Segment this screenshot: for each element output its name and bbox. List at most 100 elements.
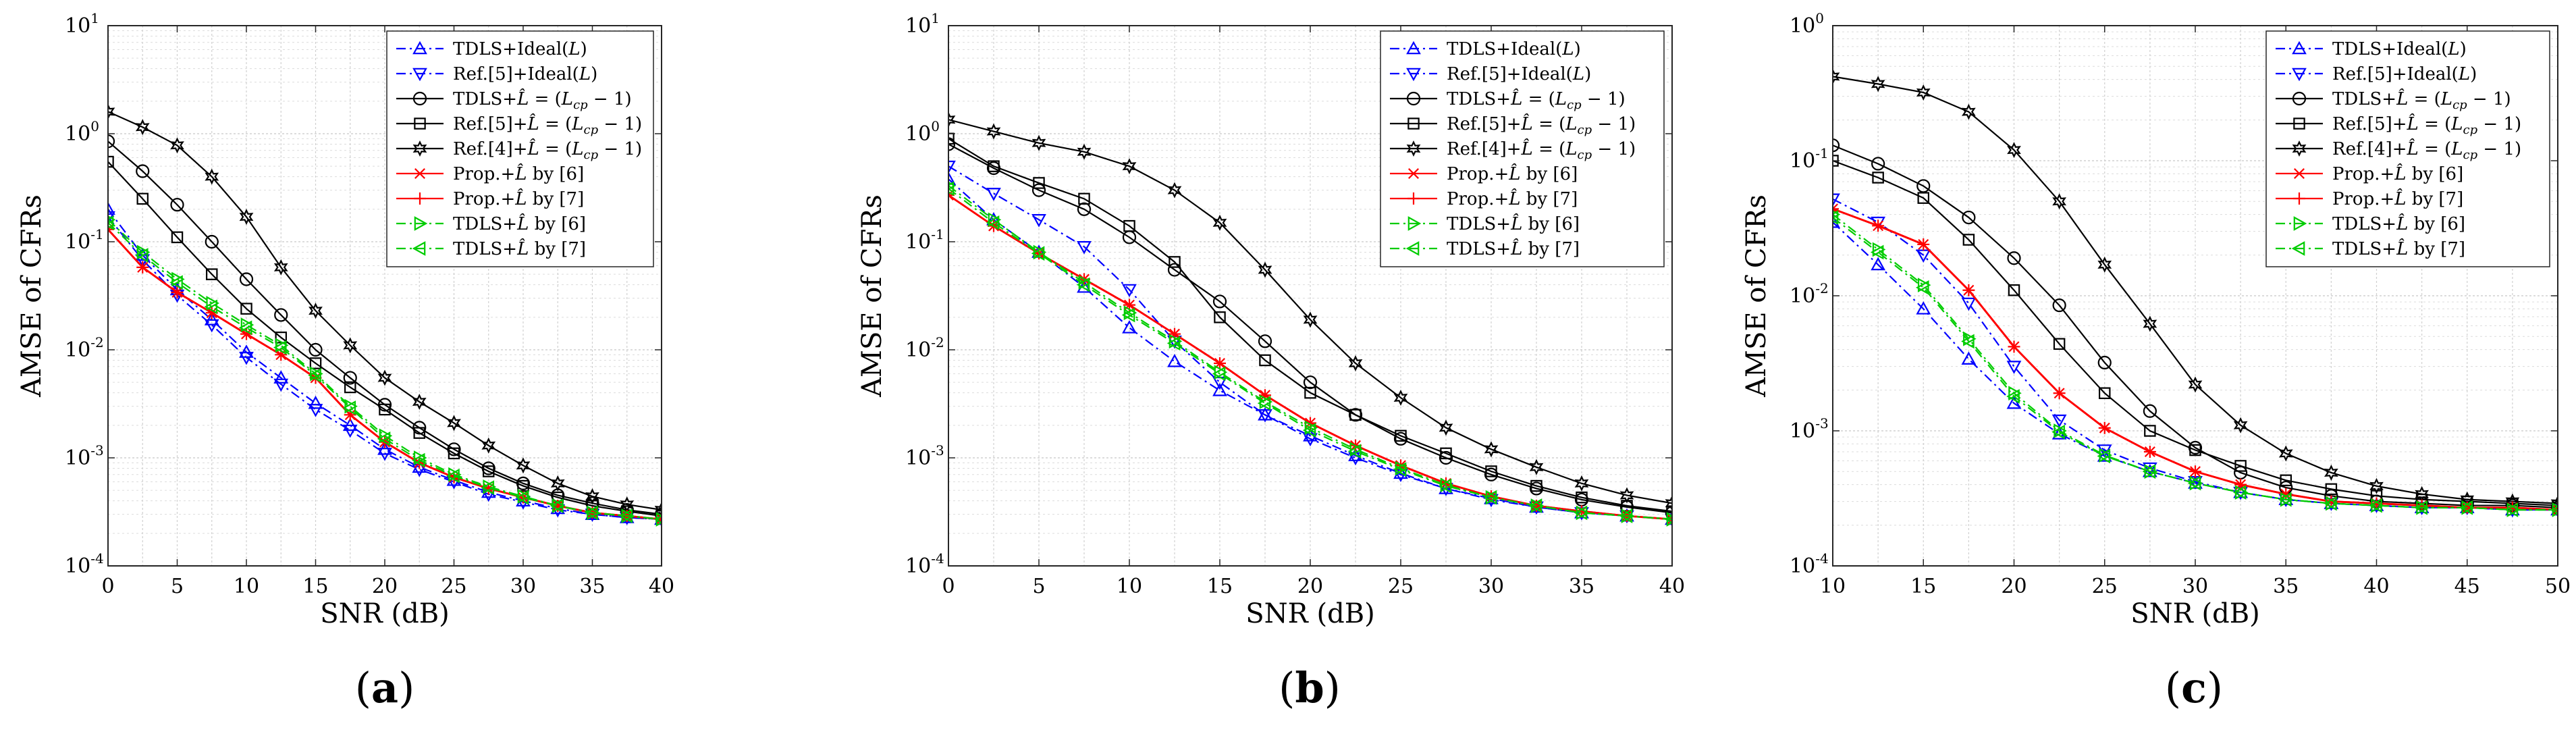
x-axis-label: SNR (dB) [2130,598,2259,629]
data-point [1439,419,1453,436]
data-point [413,427,425,439]
data-point [136,261,149,273]
data-point [108,134,115,149]
legend-label: Ref.[4]+L̂ = (Lcp − 1) [1447,138,1636,162]
data-point [1961,103,1976,120]
data-point [308,367,321,383]
series-group [948,111,1672,527]
data-point [1077,143,1092,160]
series-line [948,165,1672,521]
data-point [619,508,633,523]
data-point [273,259,288,276]
data-point [1348,408,1363,422]
data-point [1349,442,1364,457]
data-point [205,168,219,185]
data-point [2278,492,2292,507]
data-point [654,507,662,521]
data-point [2007,251,2021,265]
y-axis-label: AMSE of CFRs [16,194,47,398]
y-tick-label: 101 [905,10,940,38]
series-line [108,216,662,521]
data-point [169,275,183,290]
data-point [204,312,219,325]
x-tick-label: 10 [1820,575,1846,598]
y-axis-label: AMSE of CFRs [1741,194,1772,398]
series-line [948,143,1672,514]
data-point [2006,395,2022,409]
legend-marker [2292,41,2307,55]
data-point [2414,500,2427,515]
data-point [239,209,254,226]
data-point [2232,485,2247,500]
legend-marker [412,68,427,82]
data-point [2051,414,2067,428]
data-point [1123,219,1135,232]
data-point [108,103,115,120]
legend-entry: Ref.[5]+L̂ = (Lcp − 1) [2276,113,2521,137]
y-tick-label: 10-3 [1790,415,1829,443]
data-point [170,198,184,212]
series-line [948,138,1672,513]
y-tick-label: 100 [1790,10,1824,38]
legend-label: Ref.[5]+L̂ = (Lcp − 1) [453,113,642,137]
data-point [171,231,184,244]
data-point [1302,423,1316,438]
data-point [1121,307,1135,323]
series-line [1833,217,2558,511]
x-tick-label: 15 [1207,575,1233,598]
legend-entry: Ref.[5]+Ideal(L) [1390,64,1591,84]
x-tick-label: 30 [510,575,536,598]
legend-label: Ref.[4]+L̂ = (Lcp − 1) [2332,138,2521,162]
data-point [377,431,391,446]
legend-marker [1406,41,1421,55]
legend-entry: Ref.[4]+L̂ = (Lcp − 1) [396,138,642,162]
data-point [516,457,531,474]
data-point [1483,490,1497,505]
data-point [2053,338,2066,350]
data-point [1872,172,1884,184]
data-point [515,490,529,505]
y-tick-label: 10-1 [65,226,104,254]
y-tick-label: 100 [65,118,99,146]
series-line [108,161,662,517]
data-point [239,351,254,365]
legend-entry: TDLS+L̂ by [7] [396,238,586,259]
data-point [1870,244,1884,260]
data-point [1961,334,1975,349]
data-point [134,248,149,263]
data-point [412,394,427,411]
y-tick-label: 10-3 [65,442,104,470]
legend-entry: Prop.+L̂ by [7] [2276,188,2463,209]
data-point [2552,504,2558,515]
data-point [481,480,495,495]
data-point [308,404,323,417]
legend-label: Prop.+L̂ by [6] [453,163,584,184]
data-point [1347,444,1362,459]
legend-entry: Prop.+L̂ by [7] [396,188,584,209]
y-tick-label: 100 [905,118,940,146]
legend-entry: TDLS+L̂ by [6] [2276,213,2465,234]
data-point [1915,280,1929,295]
legend-marker [1407,117,1420,130]
data-point [2370,497,2383,510]
data-point [2097,355,2112,370]
legend-label: TDLS+Ideal(L) [1447,39,1581,59]
legend-marker [1406,140,1421,157]
data-point [2278,445,2293,462]
x-tick-label: 30 [2182,575,2208,598]
data-point [136,192,149,205]
data-point [108,223,114,236]
data-point [206,268,218,280]
data-point [948,160,956,174]
data-point [2187,475,2201,491]
data-point [273,340,287,355]
legend-label: TDLS+L̂ by [7] [2332,238,2465,259]
data-point [2052,193,2067,210]
series-line [1833,76,2558,504]
x-tick-label: 50 [2545,575,2571,598]
data-point [1214,365,1228,380]
legend-entry: TDLS+L̂ = (Lcp − 1) [1390,88,1626,112]
x-tick-label: 25 [441,575,466,598]
data-point [171,286,184,298]
series-line [1833,198,2558,511]
